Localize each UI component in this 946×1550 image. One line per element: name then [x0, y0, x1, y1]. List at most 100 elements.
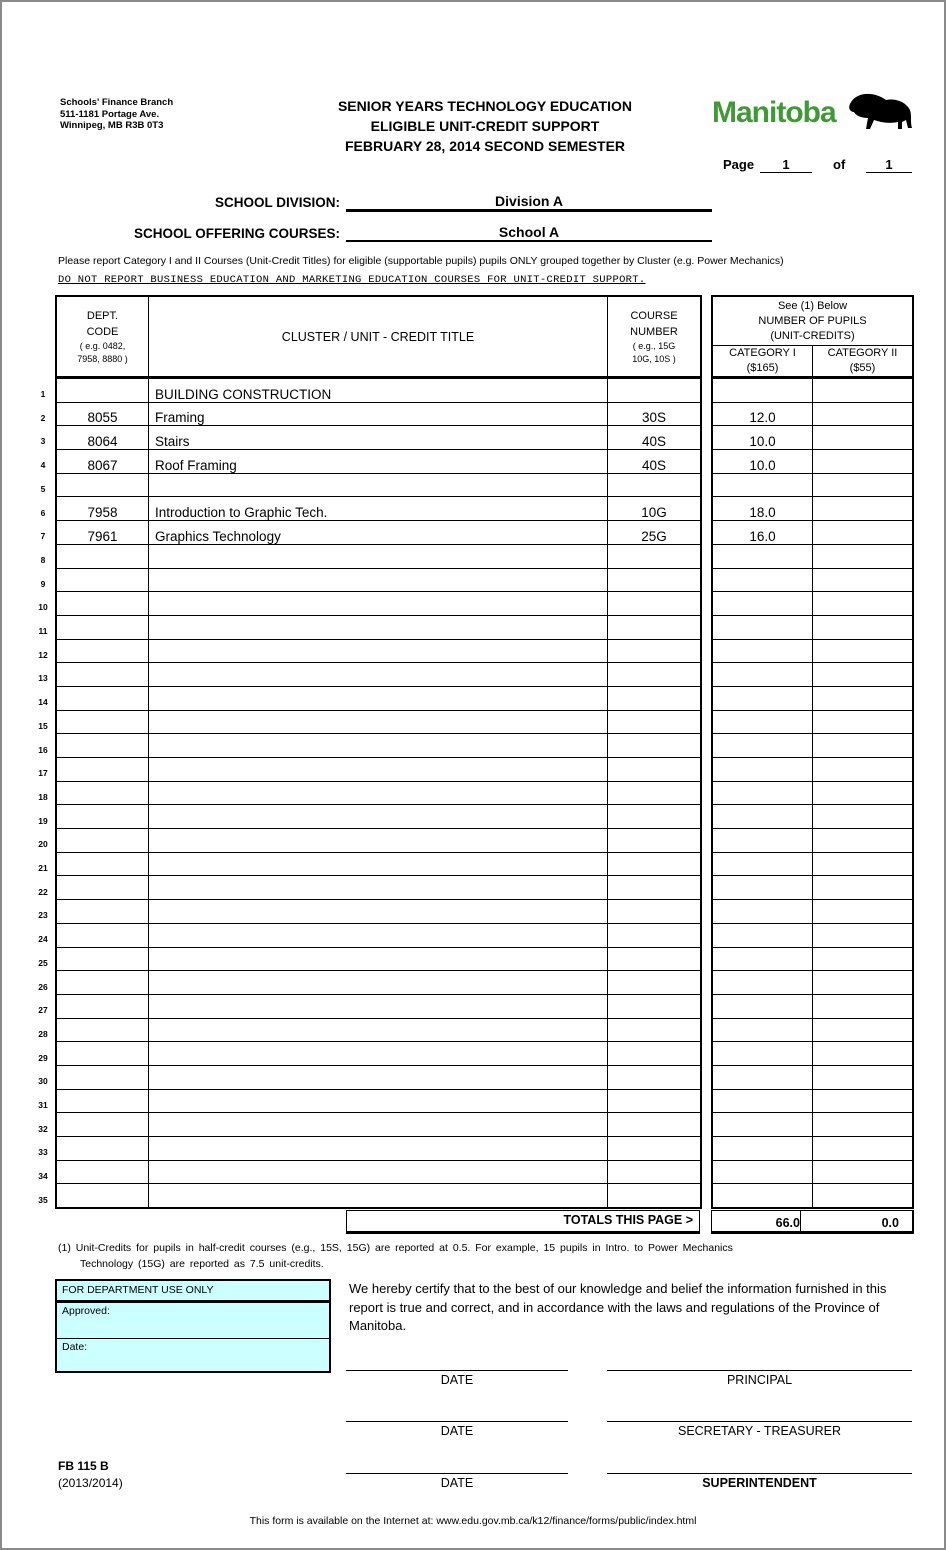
title-cell[interactable] — [148, 638, 608, 663]
dept-code-cell[interactable] — [56, 946, 149, 971]
course-number-cell[interactable] — [607, 591, 701, 616]
category-2-cell[interactable] — [812, 662, 913, 687]
category-2-cell[interactable] — [812, 970, 913, 995]
category-2-cell[interactable] — [812, 449, 913, 474]
category-1-cell[interactable] — [712, 614, 813, 640]
title-cell[interactable] — [148, 1064, 608, 1090]
dept-code-cell[interactable] — [56, 875, 149, 900]
category-2-cell[interactable] — [812, 828, 913, 853]
title-cell[interactable] — [148, 591, 608, 616]
title-cell[interactable] — [148, 567, 608, 592]
title-cell[interactable] — [148, 614, 608, 640]
dept-code-cell[interactable] — [56, 377, 149, 403]
course-number-cell[interactable] — [607, 1088, 701, 1113]
category-1-cell[interactable] — [712, 780, 813, 805]
dept-code-cell[interactable] — [56, 804, 149, 829]
dept-code-cell[interactable] — [56, 1041, 149, 1066]
title-cell[interactable] — [148, 733, 608, 758]
dept-code-cell[interactable]: 8067 — [56, 449, 149, 474]
title-cell[interactable] — [148, 899, 608, 924]
category-2-cell[interactable] — [812, 780, 913, 805]
category-1-cell[interactable] — [712, 472, 813, 497]
category-1-cell[interactable] — [712, 993, 813, 1019]
title-cell[interactable] — [148, 662, 608, 687]
category-2-cell[interactable] — [812, 496, 913, 521]
category-1-cell[interactable] — [712, 733, 813, 758]
category-1-cell[interactable] — [712, 851, 813, 876]
category-1-cell[interactable]: 10.0 — [712, 425, 813, 450]
category-2-cell[interactable] — [812, 1183, 913, 1209]
title-cell[interactable]: BUILDING CONSTRUCTION — [148, 377, 608, 403]
title-cell[interactable] — [148, 709, 608, 734]
approved-field[interactable]: Approved: — [57, 1303, 329, 1339]
dept-code-cell[interactable] — [56, 733, 149, 758]
course-number-cell[interactable] — [607, 1017, 701, 1042]
category-1-cell[interactable] — [712, 1041, 813, 1066]
category-2-cell[interactable] — [812, 591, 913, 616]
dept-code-cell[interactable] — [56, 970, 149, 995]
dept-code-cell[interactable] — [56, 851, 149, 876]
dept-code-cell[interactable] — [56, 1183, 149, 1209]
category-2-cell[interactable] — [812, 709, 913, 734]
course-number-cell[interactable] — [607, 828, 701, 853]
dept-code-cell[interactable] — [56, 638, 149, 663]
category-2-cell[interactable] — [812, 1017, 913, 1042]
category-1-cell[interactable]: 12.0 — [712, 401, 813, 426]
school-division-field[interactable]: Division A — [346, 193, 712, 212]
dept-code-cell[interactable] — [56, 1112, 149, 1137]
dept-code-cell[interactable] — [56, 828, 149, 853]
category-2-cell[interactable] — [812, 401, 913, 426]
category-1-cell[interactable] — [712, 662, 813, 687]
title-cell[interactable]: Graphics Technology — [148, 520, 608, 545]
course-number-cell[interactable] — [607, 1064, 701, 1090]
course-number-cell[interactable] — [607, 733, 701, 758]
course-number-cell[interactable] — [607, 1136, 701, 1161]
category-2-cell[interactable] — [812, 1088, 913, 1113]
title-cell[interactable]: Framing — [148, 401, 608, 426]
title-cell[interactable] — [148, 993, 608, 1019]
category-2-cell[interactable] — [812, 1136, 913, 1161]
category-1-cell[interactable]: 10.0 — [712, 449, 813, 474]
course-number-cell[interactable] — [607, 993, 701, 1019]
category-1-cell[interactable]: 16.0 — [712, 520, 813, 545]
course-number-cell[interactable] — [607, 922, 701, 947]
dept-code-cell[interactable] — [56, 993, 149, 1019]
category-1-cell[interactable] — [712, 543, 813, 568]
course-number-cell[interactable]: 30S — [607, 401, 701, 426]
course-number-cell[interactable] — [607, 851, 701, 876]
category-2-cell[interactable] — [812, 1159, 913, 1184]
category-1-cell[interactable] — [712, 1136, 813, 1161]
dept-code-cell[interactable] — [56, 591, 149, 616]
course-number-cell[interactable] — [607, 614, 701, 640]
title-cell[interactable] — [148, 1041, 608, 1066]
category-2-cell[interactable] — [812, 567, 913, 592]
course-number-cell[interactable] — [607, 1041, 701, 1066]
title-cell[interactable] — [148, 757, 608, 782]
dept-code-cell[interactable] — [56, 780, 149, 805]
dept-code-cell[interactable] — [56, 1136, 149, 1161]
course-number-cell[interactable] — [607, 709, 701, 734]
dept-code-cell[interactable] — [56, 472, 149, 497]
title-cell[interactable] — [148, 1136, 608, 1161]
category-2-cell[interactable] — [812, 757, 913, 782]
dept-code-cell[interactable] — [56, 899, 149, 924]
course-number-cell[interactable] — [607, 543, 701, 568]
category-2-cell[interactable] — [812, 946, 913, 971]
category-1-cell[interactable] — [712, 970, 813, 995]
title-cell[interactable] — [148, 875, 608, 900]
category-2-cell[interactable] — [812, 899, 913, 924]
dept-code-cell[interactable] — [56, 1088, 149, 1113]
dept-code-cell[interactable] — [56, 1064, 149, 1090]
title-cell[interactable] — [148, 922, 608, 947]
course-number-cell[interactable] — [607, 946, 701, 971]
title-cell[interactable]: Introduction to Graphic Tech. — [148, 496, 608, 521]
dept-code-cell[interactable] — [56, 685, 149, 711]
category-1-cell[interactable] — [712, 685, 813, 711]
course-number-cell[interactable] — [607, 662, 701, 687]
category-1-cell[interactable] — [712, 1064, 813, 1090]
course-number-cell[interactable] — [607, 472, 701, 497]
category-1-cell[interactable] — [712, 1088, 813, 1113]
course-number-cell[interactable] — [607, 1183, 701, 1209]
dept-code-cell[interactable] — [56, 614, 149, 640]
course-number-cell[interactable] — [607, 970, 701, 995]
